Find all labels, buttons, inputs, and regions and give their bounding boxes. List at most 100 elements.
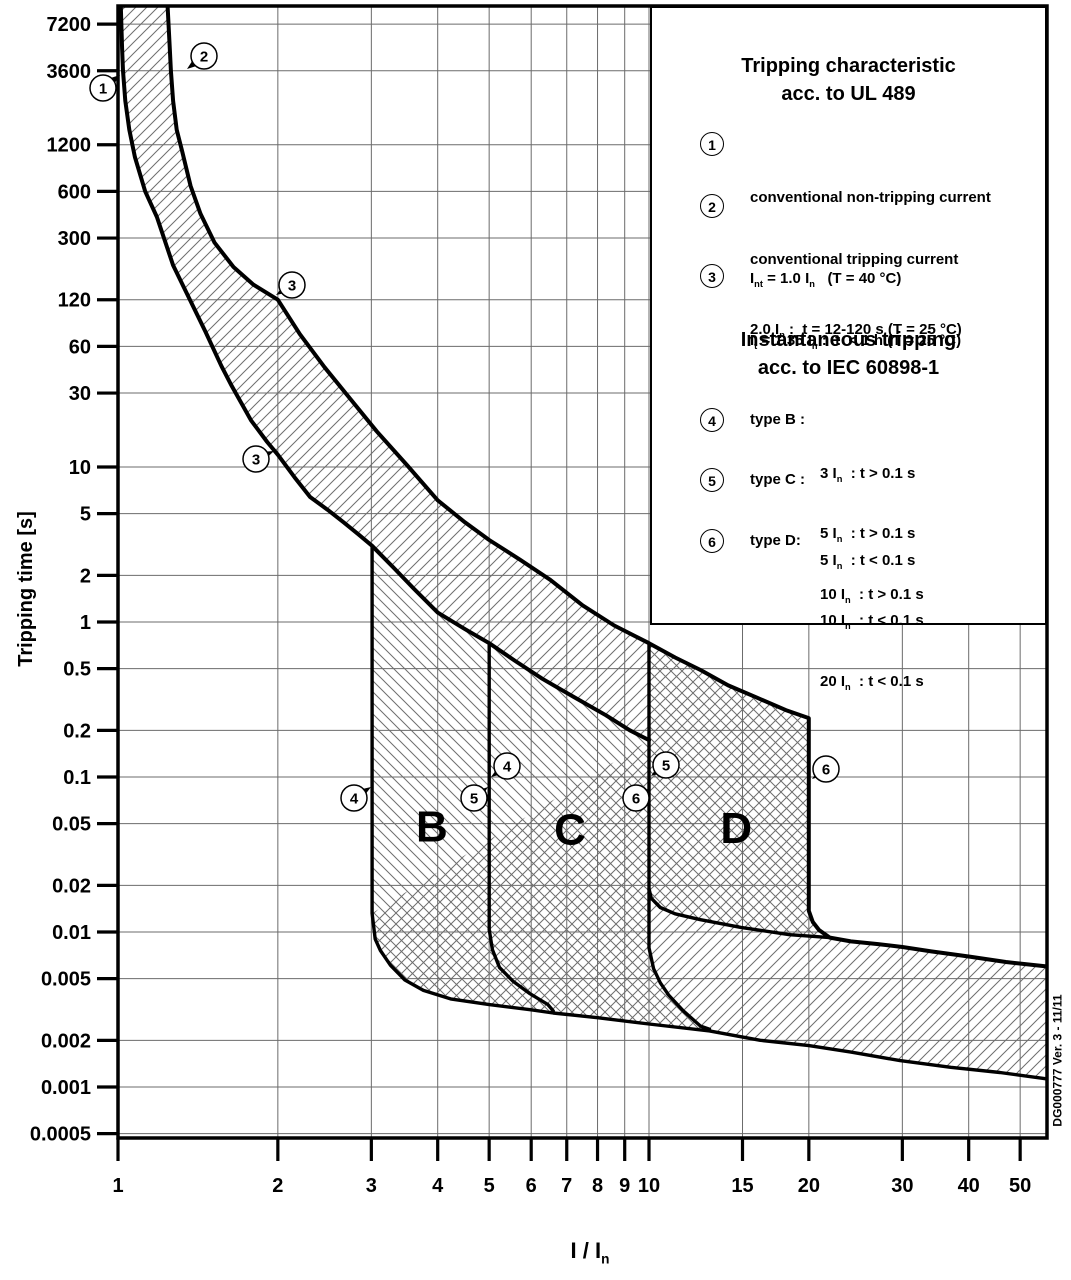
boundary-curves — [118, 6, 1047, 1081]
legend-item-3-text: 2.0 In : t = 12-120 s (T = 25 °C) — [750, 262, 962, 403]
y-tick-label-2: 2 — [80, 565, 91, 587]
legend-title-ul: Tripping characteristic acc. to UL 489 — [652, 52, 1045, 108]
legend-item-6-text: 10 In : t > 0.1 s 20 In : t < 0.1 s — [820, 527, 924, 755]
x-tick-label-4: 4 — [432, 1175, 444, 1197]
curve-b_lower_boundary — [370, 544, 1047, 1081]
legend-item-4-line2: 5 In : t < 0.1 s — [820, 552, 916, 571]
marker-number: 3 — [288, 278, 296, 295]
marker-number: 5 — [662, 758, 670, 775]
marker-6-8: 6 — [622, 784, 650, 812]
y-tick-label-0.0005: 0.0005 — [30, 1124, 91, 1146]
x-tick-label-1: 1 — [112, 1175, 123, 1197]
marker-number: 4 — [503, 759, 512, 776]
x-tick-label-15: 15 — [731, 1175, 753, 1197]
marker-circle — [340, 784, 368, 812]
curve-c_lower_boundary — [487, 641, 555, 1013]
y-tick-label-60: 60 — [69, 336, 91, 358]
marker-circle — [278, 271, 306, 299]
marker-circle — [89, 74, 117, 102]
legend-item-5-type: type C : — [750, 471, 806, 488]
legend-panel: Tripping characteristic acc. to UL 489 1… — [650, 6, 1047, 692]
y-tick-label-120: 120 — [58, 290, 91, 312]
marker-circle — [190, 42, 218, 70]
marker-number: 5 — [470, 791, 478, 808]
legend-title-iec: Instantaneous tripping acc. to IEC 60898… — [652, 326, 1045, 382]
y-tick-label-7200: 7200 — [47, 14, 92, 36]
document-number-note: DG000777 Ver. 3 - 11/11 — [1050, 994, 1065, 1127]
legend-item-5-line2: 10 In : t < 0.1 s — [820, 612, 924, 631]
y-axis-title: Tripping time [s] — [15, 511, 37, 667]
legend-title-ul-line1: Tripping characteristic — [741, 55, 956, 77]
legend-item-5-badge: 5 — [700, 468, 724, 492]
axis-ticks: 7200360012006003001206030105210.50.20.10… — [30, 14, 1031, 1197]
y-tick-label-300: 300 — [58, 228, 91, 250]
y-tick-label-600: 600 — [58, 181, 91, 203]
y-tick-label-1200: 1200 — [47, 135, 92, 157]
marker-number: 4 — [350, 791, 359, 808]
y-tick-label-0.001: 0.001 — [41, 1077, 91, 1099]
y-tick-label-10: 10 — [69, 457, 91, 479]
legend-item-6-line2: 20 In : t < 0.1 s — [820, 673, 924, 692]
legend-item-4-line1: 3 In : t > 0.1 s — [820, 465, 916, 484]
marker-5-7: 5 — [651, 751, 680, 779]
zone-label-C: C — [554, 805, 586, 854]
marker-circle — [460, 784, 488, 812]
legend-item-5-line1: 5 In : t > 0.1 s — [820, 525, 916, 544]
y-tick-label-1: 1 — [80, 612, 91, 634]
marker-3-3: 3 — [242, 445, 274, 473]
legend-item-6-type: type D: — [750, 532, 801, 549]
marker-2-1: 2 — [187, 42, 218, 70]
marker-1-0: 1 — [89, 74, 120, 102]
x-tick-label-6: 6 — [526, 1175, 537, 1197]
legend-item-2-text: conventional tripping current It = 1.35 … — [750, 192, 961, 414]
y-tick-label-0.05: 0.05 — [52, 814, 91, 836]
legend-item-6-badge: 6 — [700, 529, 724, 553]
legend-item-3-line1: 2.0 In : t = 12-120 s (T = 25 °C) — [750, 321, 962, 340]
legend-item-4-badge: 4 — [700, 408, 724, 432]
legend-item-2-line1: conventional tripping current — [750, 251, 959, 268]
hatched-regions — [120, 6, 1047, 1079]
marker-6-9: 6 — [812, 755, 840, 783]
legend-item-1-text: conventional non-tripping current Int = … — [750, 130, 991, 352]
marker-3-2: 3 — [276, 271, 306, 299]
x-tick-label-8: 8 — [592, 1175, 603, 1197]
y-tick-label-0.5: 0.5 — [63, 659, 91, 681]
x-tick-label-3: 3 — [366, 1175, 377, 1197]
marker-4-5: 4 — [491, 752, 521, 780]
zone-label-D: D — [720, 804, 752, 853]
marker-circle — [622, 784, 650, 812]
curve-d_lower_boundary — [647, 887, 712, 1031]
legend-title-iec-line2: acc. to IEC 60898-1 — [757, 357, 940, 379]
legend-item-3-badge: 3 — [700, 264, 724, 288]
marker-number: 3 — [252, 452, 260, 469]
legend-item-1-line1: conventional non-tripping current — [750, 189, 991, 206]
marker-number: 1 — [99, 81, 107, 98]
legend-item-2-badge: 2 — [700, 194, 724, 218]
marker-circle — [493, 752, 521, 780]
marker-number: 6 — [632, 791, 640, 808]
y-tick-label-0.2: 0.2 — [63, 720, 91, 742]
x-tick-label-50: 50 — [1009, 1175, 1031, 1197]
x-tick-label-30: 30 — [891, 1175, 913, 1197]
y-tick-label-0.02: 0.02 — [52, 875, 91, 897]
x-axis-title: I / In — [570, 1238, 610, 1267]
y-tick-label-5: 5 — [80, 504, 91, 526]
y-tick-label-0.01: 0.01 — [52, 922, 91, 944]
y-tick-label-0.1: 0.1 — [63, 767, 91, 789]
curve-upper_envelope — [165, 6, 1047, 969]
marker-circle — [242, 445, 270, 473]
legend-item-1-badge: 1 — [700, 132, 724, 156]
legend-title-ul-line2: acc. to UL 489 — [781, 83, 916, 105]
legend-item-6-line1: 10 In : t > 0.1 s — [820, 586, 924, 605]
x-tick-label-5: 5 — [484, 1175, 495, 1197]
x-tick-label-2: 2 — [272, 1175, 283, 1197]
marker-4-4: 4 — [340, 784, 371, 812]
legend-item-4-text: 3 In : t > 0.1 s 5 In : t < 0.1 s — [820, 406, 915, 634]
marker-number: 2 — [200, 49, 208, 66]
y-tick-label-0.005: 0.005 — [41, 969, 91, 991]
legend-item-1-line2: Int = 1.0 In (T = 40 °C) — [750, 270, 902, 289]
x-tick-label-9: 9 — [619, 1175, 630, 1197]
legend-item-2-line2: It = 1.35 In : t < 1 h (T = 25 °C) — [750, 332, 962, 351]
y-tick-label-30: 30 — [69, 383, 91, 405]
